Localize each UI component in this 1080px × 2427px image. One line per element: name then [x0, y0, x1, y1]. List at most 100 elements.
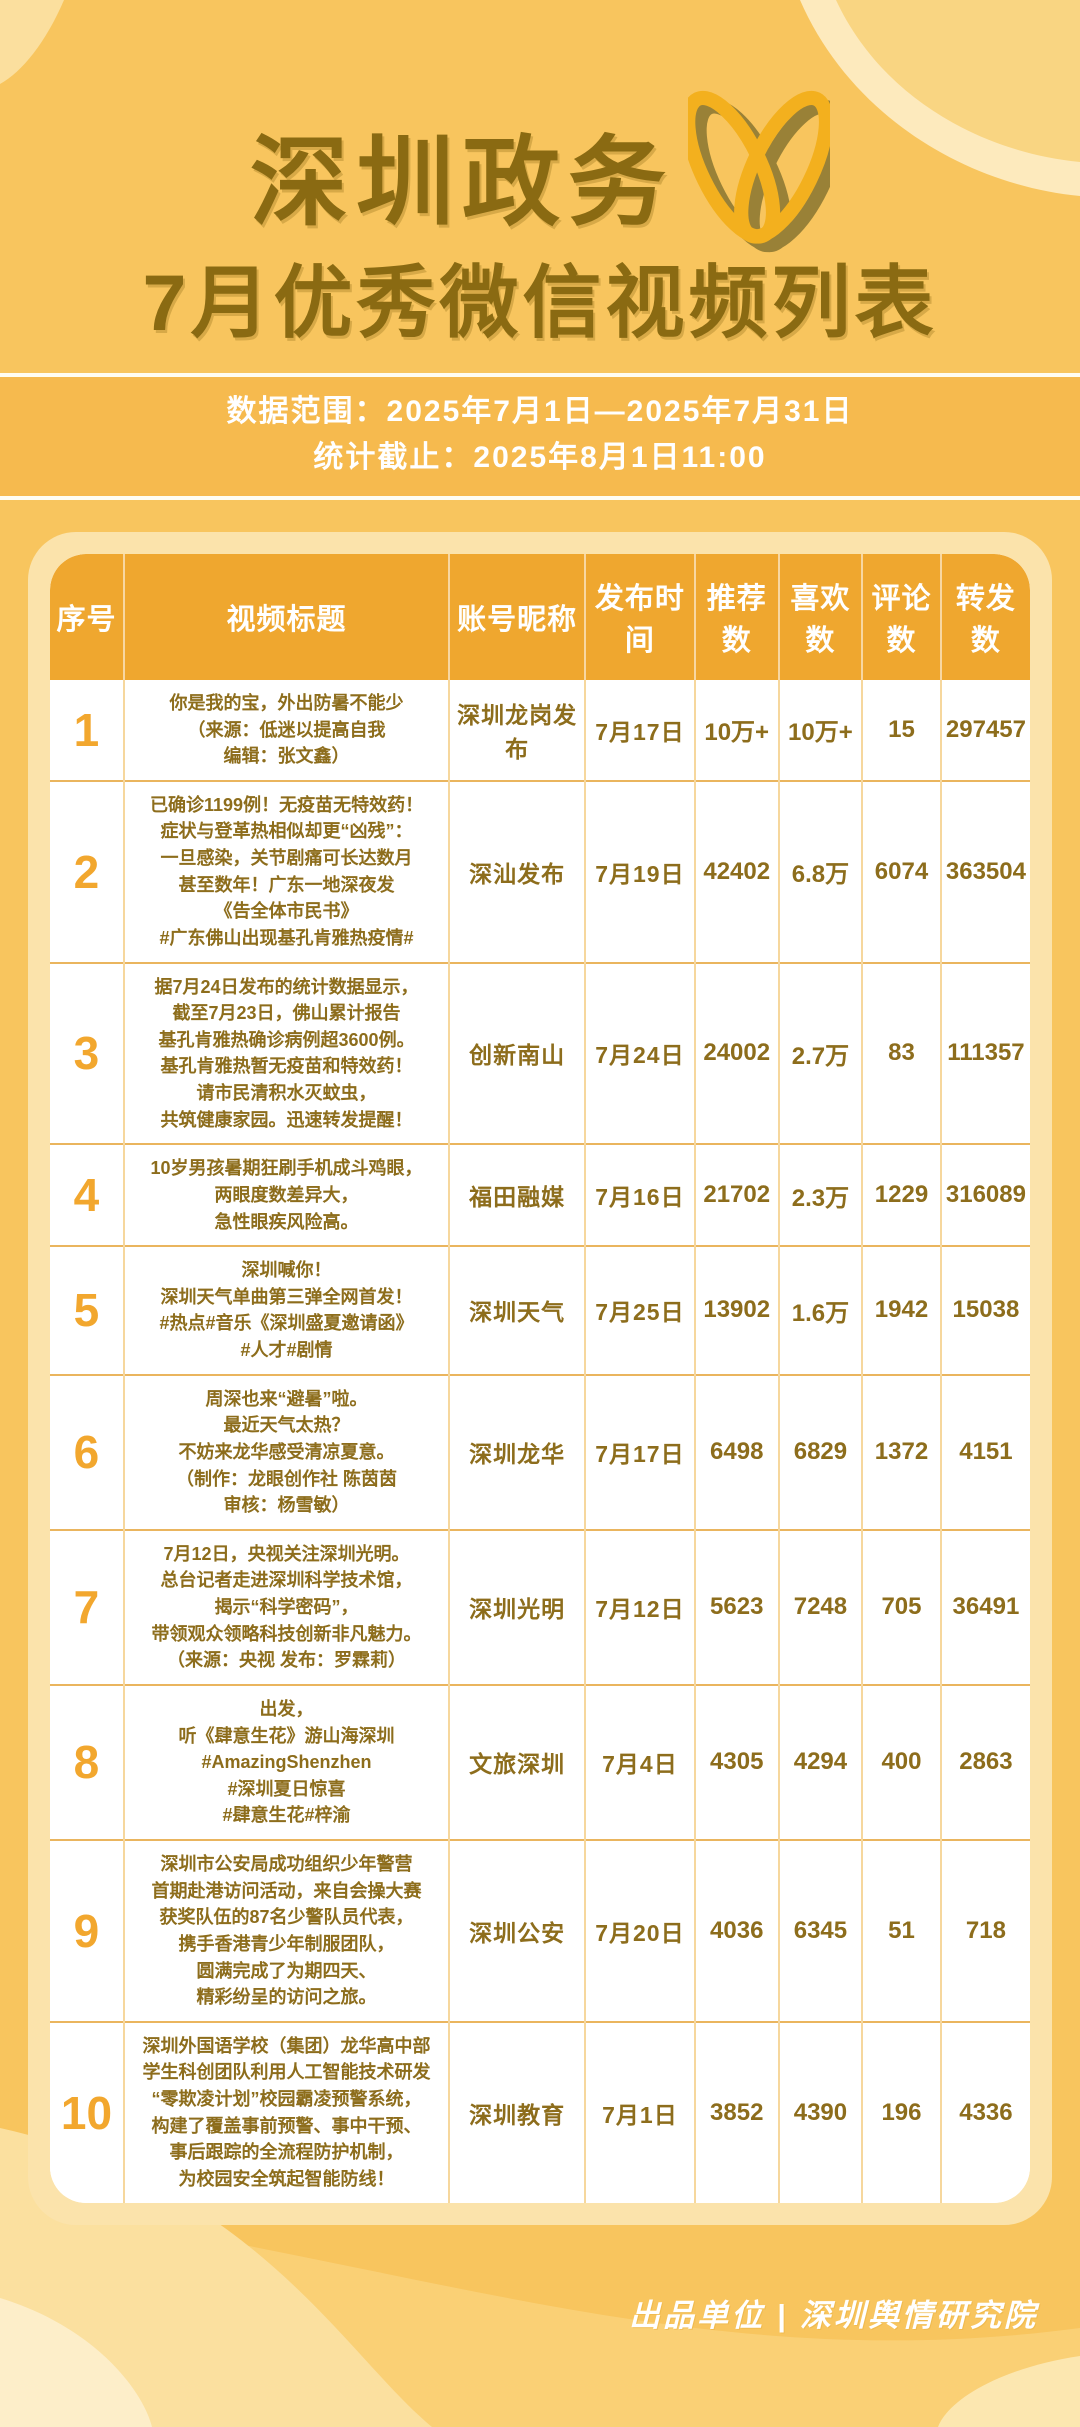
- row-number: 6: [50, 1373, 125, 1530]
- publish-date: 7月16日: [585, 1143, 696, 1247]
- table-row: 3 据7月24日发布的统计数据显示， 截至7月23日，佛山累计报告 基孔肯雅热确诊…: [50, 961, 1030, 1145]
- recommend-count: 4305: [694, 1683, 780, 1841]
- share-count: 297457: [940, 679, 1030, 781]
- comment-count: 51: [862, 1839, 942, 2022]
- column-header: 评论数: [862, 553, 942, 680]
- share-count: 4151: [940, 1373, 1030, 1530]
- recommend-count: 24002: [694, 961, 780, 1145]
- publish-date: 7月12日: [585, 1528, 696, 1685]
- header: 深圳政务 7月优秀微信视频列表: [0, 0, 1080, 347]
- comment-count: 83: [862, 961, 942, 1145]
- table-header-row: 序号 视频标题 账号昵称 发布时间 推荐数 喜欢数 评论数 转发数: [50, 553, 1030, 680]
- video-title: 深圳外国语学校（集团）龙华高中部 学生科创团队利用人工智能技术研发 “零欺凌计划…: [123, 2020, 451, 2203]
- recommend-count: 3852: [694, 2020, 780, 2203]
- comment-count: 196: [862, 2020, 942, 2203]
- publish-date: 7月17日: [585, 679, 696, 781]
- account-name: 深汕发布: [449, 779, 587, 963]
- share-count: 2863: [940, 1683, 1030, 1841]
- table-row: 7 7月12日，央视关注深圳光明。 总台记者走进深圳科学技术馆， 揭示“科学密码”…: [50, 1528, 1030, 1685]
- share-count: 718: [940, 1839, 1030, 2022]
- row-number: 7: [50, 1528, 125, 1685]
- table-row: 1 你是我的宝，外出防暑不能少 （来源：低迷以提高自我 编辑：张文鑫） 深圳龙岗发布…: [50, 679, 1030, 781]
- table-body: 1 你是我的宝，外出防暑不能少 （来源：低迷以提高自我 编辑：张文鑫） 深圳龙岗发布…: [50, 679, 1030, 2203]
- comment-count: 400: [862, 1683, 942, 1841]
- like-count: 1.6万: [778, 1245, 864, 1375]
- account-name: 深圳龙岗发布: [449, 679, 587, 781]
- publish-date: 7月25日: [585, 1245, 696, 1375]
- column-header: 账号昵称: [449, 553, 587, 680]
- page-title: 深圳政务: [249, 127, 674, 237]
- like-count: 6.8万: [778, 779, 864, 963]
- like-count: 10万+: [778, 679, 864, 781]
- row-number: 2: [50, 779, 125, 963]
- table-row: 4 10岁男孩暑期狂刷手机成斗鸡眼， 两眼度数差异大， 急性眼疾风险高。 福田融媒 7…: [50, 1143, 1030, 1247]
- account-name: 文旅深圳: [449, 1683, 587, 1841]
- video-ranking-table: 序号 视频标题 账号昵称 发布时间 推荐数 喜欢数 评论数 转发数 1 你是我的宝，外出防暑不能…: [50, 553, 1030, 2203]
- publish-date: 7月17日: [585, 1373, 696, 1530]
- like-count: 2.3万: [778, 1143, 864, 1247]
- comment-count: 705: [862, 1528, 942, 1685]
- stats-band: 数据范围：2025年7月1日—2025年7月31日 统计截止：2025年8月1日…: [0, 372, 1080, 500]
- share-count: 36491: [940, 1528, 1030, 1685]
- account-name: 创新南山: [449, 961, 587, 1145]
- publish-date: 7月19日: [585, 779, 696, 963]
- recommend-count: 42402: [694, 779, 780, 963]
- row-number: 4: [50, 1143, 125, 1247]
- comment-count: 6074: [862, 779, 942, 963]
- recommend-count: 5623: [694, 1528, 780, 1685]
- video-title: 深圳市公安局成功组织少年警营 首期赴港访问活动，来自会操大赛 获奖队伍的87名少…: [123, 1839, 451, 2022]
- account-name: 深圳龙华: [449, 1373, 587, 1530]
- like-count: 7248: [778, 1528, 864, 1685]
- video-title: 深圳喊你！ 深圳天气单曲第三弹全网首发！ #热点#音乐《深圳盛夏邀请函》 #人才…: [123, 1245, 451, 1375]
- comment-count: 1372: [862, 1373, 942, 1530]
- table-row: 6 周深也来“避暑”啦。 最近天气太热？ 不妨来龙华感受清凉夏意。 （制作：龙眼创…: [50, 1373, 1030, 1530]
- title-row: 深圳政务: [0, 78, 1080, 270]
- like-count: 2.7万: [778, 961, 864, 1145]
- footer-credit: 出品单位 | 深圳舆情研究院: [629, 2298, 1038, 2333]
- share-count: 363504: [940, 779, 1030, 963]
- table-header: 序号 视频标题 账号昵称 发布时间 推荐数 喜欢数 评论数 转发数: [50, 553, 1030, 680]
- share-count: 4336: [940, 2020, 1030, 2203]
- publish-date: 7月20日: [585, 1839, 696, 2022]
- share-count: 316089: [940, 1143, 1030, 1247]
- video-title: 周深也来“避暑”啦。 最近天气太热？ 不妨来龙华感受清凉夏意。 （制作：龙眼创作…: [123, 1373, 451, 1530]
- row-number: 10: [50, 2020, 125, 2203]
- page-subtitle: 7月优秀微信视频列表: [142, 258, 938, 347]
- data-range-text: 数据范围：2025年7月1日—2025年7月31日: [226, 394, 854, 428]
- recommend-count: 21702: [694, 1143, 780, 1247]
- account-name: 深圳天气: [449, 1245, 587, 1375]
- publish-date: 7月1日: [585, 2020, 696, 2203]
- row-number: 1: [50, 679, 125, 781]
- publish-date: 7月4日: [585, 1683, 696, 1841]
- video-title: 10岁男孩暑期狂刷手机成斗鸡眼， 两眼度数差异大， 急性眼疾风险高。: [123, 1143, 451, 1247]
- like-count: 4294: [778, 1683, 864, 1841]
- table-row: 8 出发， 听《肆意生花》游山海深圳 #AmazingShenzhen #深圳夏日…: [50, 1683, 1030, 1841]
- column-header: 发布时间: [585, 553, 696, 680]
- column-header: 喜欢数: [778, 553, 864, 680]
- account-name: 深圳公安: [449, 1839, 587, 2022]
- account-name: 福田融媒: [449, 1143, 587, 1247]
- stats-deadline-text: 统计截止：2025年8月1日11:00: [313, 441, 767, 475]
- video-title: 你是我的宝，外出防暑不能少 （来源：低迷以提高自我 编辑：张文鑫）: [123, 679, 451, 781]
- like-count: 4390: [778, 2020, 864, 2203]
- column-header: 推荐数: [694, 553, 780, 680]
- row-number: 5: [50, 1245, 125, 1375]
- comment-count: 1942: [862, 1245, 942, 1375]
- row-number: 9: [50, 1839, 125, 2022]
- video-title: 7月12日，央视关注深圳光明。 总台记者走进深圳科学技术馆， 揭示“科学密码”，…: [123, 1528, 451, 1685]
- column-header: 序号: [50, 553, 125, 680]
- recommend-count: 10万+: [694, 679, 780, 781]
- share-count: 111357: [940, 961, 1030, 1145]
- video-title: 出发， 听《肆意生花》游山海深圳 #AmazingShenzhen #深圳夏日惊…: [123, 1683, 451, 1841]
- row-number: 8: [50, 1683, 125, 1841]
- table-row: 9 深圳市公安局成功组织少年警营 首期赴港访问活动，来自会操大赛 获奖队伍的87名…: [50, 1839, 1030, 2022]
- publish-date: 7月24日: [585, 961, 696, 1145]
- recommend-count: 13902: [694, 1245, 780, 1375]
- video-title: 据7月24日发布的统计数据显示， 截至7月23日，佛山累计报告 基孔肯雅热确诊病…: [123, 961, 451, 1145]
- comment-count: 15: [862, 679, 942, 781]
- account-name: 深圳教育: [449, 2020, 587, 2203]
- row-number: 3: [50, 961, 125, 1145]
- table-row: 2 已确诊1199例！无疫苗无特效药！ 症状与登革热相似却更“凶残”： 一旦感染，…: [50, 779, 1030, 963]
- comment-count: 1229: [862, 1143, 942, 1247]
